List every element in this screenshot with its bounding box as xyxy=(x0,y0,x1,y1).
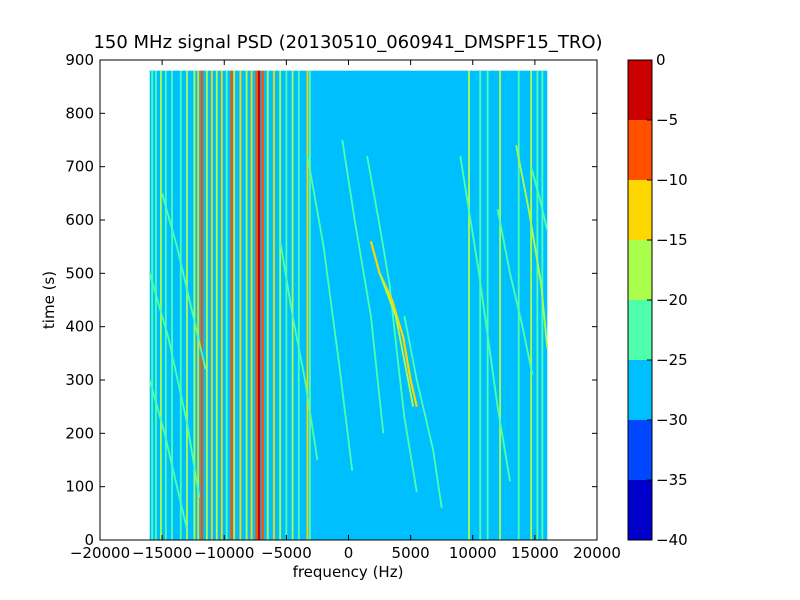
y-tick-label-4: 400 xyxy=(65,318,94,336)
signal-line-24 xyxy=(273,70,275,540)
doppler-curve-3 xyxy=(279,241,319,461)
doppler-curve-4 xyxy=(306,155,354,471)
signal-line-14 xyxy=(225,70,228,540)
x-tick-label-6: 10000 xyxy=(449,544,497,562)
signal-line-25 xyxy=(279,70,282,540)
signal-line-20 xyxy=(255,70,258,540)
colorbar-tick-label-7: −35 xyxy=(656,471,688,489)
doppler-curve-13 xyxy=(530,166,549,231)
y-tick-label-6: 600 xyxy=(65,211,94,229)
signal-line-1 xyxy=(155,70,157,540)
y-tick-label-7: 700 xyxy=(65,158,94,176)
signal-line-37 xyxy=(536,70,539,540)
colorbar-swatch-5 xyxy=(628,180,652,240)
doppler-curve-1 xyxy=(148,379,188,530)
signal-line-10 xyxy=(205,70,208,540)
colorbar-tick-label-4: −20 xyxy=(656,291,688,309)
signal-line-18 xyxy=(245,70,248,540)
signal-line-11 xyxy=(210,70,213,540)
signal-line-28 xyxy=(297,70,300,540)
signal-line-27 xyxy=(291,70,294,540)
signal-line-9 xyxy=(200,70,204,540)
signal-line-2 xyxy=(159,70,162,540)
doppler-curve-11 xyxy=(496,209,534,375)
signal-line-21 xyxy=(257,70,261,540)
doppler-curve-6 xyxy=(366,155,418,493)
doppler-curve-5 xyxy=(341,139,385,434)
signal-line-4 xyxy=(171,70,173,540)
colorbar-swatch-4 xyxy=(628,240,652,300)
colorbar-tick-label-3: −15 xyxy=(656,231,688,249)
x-tick-label-8: 20000 xyxy=(573,544,621,562)
colorbar-swatch-0 xyxy=(628,480,652,540)
colorbar-tick-label-5: −25 xyxy=(656,351,688,369)
signal-line-0 xyxy=(151,70,154,540)
signal-line-26 xyxy=(285,70,288,540)
signal-line-36 xyxy=(530,70,533,540)
x-tick-label-0: −20000 xyxy=(70,544,130,562)
signal-line-6 xyxy=(186,70,188,540)
signal-line-13 xyxy=(220,70,223,540)
signal-line-30 xyxy=(309,70,311,540)
signal-line-35 xyxy=(517,70,520,540)
colorbar-tick-label-2: −10 xyxy=(656,171,688,189)
x-tick-label-7: 15000 xyxy=(511,544,559,562)
colorbar-tick-label-1: −5 xyxy=(656,111,678,129)
y-tick-label-0: 0 xyxy=(84,531,94,549)
signal-line-15 xyxy=(230,70,233,540)
signal-line-3 xyxy=(164,70,167,540)
x-tick-label-1: −15000 xyxy=(132,544,192,562)
x-tick-label-2: −10000 xyxy=(194,544,254,562)
doppler-curve-8 xyxy=(378,272,414,407)
y-axis-label: time (s) xyxy=(40,271,58,329)
signal-line-19 xyxy=(250,70,253,540)
x-tick-label-5: 5000 xyxy=(392,544,430,562)
y-tick-label-9: 900 xyxy=(65,51,94,69)
doppler-curve-9 xyxy=(403,315,443,509)
y-tick-label-8: 800 xyxy=(65,104,94,122)
y-tick-label-3: 300 xyxy=(65,371,94,389)
y-tick-label-2: 200 xyxy=(65,424,94,442)
colorbar: 0 −5 −10 −15 −20 −25 −30 −35 −40 xyxy=(627,51,688,549)
x-tick-label-4: 0 xyxy=(344,544,354,562)
y-axis: 0 100 200 300 400 500 600 700 800 900 xyxy=(65,51,597,549)
signal-line-12 xyxy=(215,70,218,540)
doppler-curve-7 xyxy=(369,241,418,407)
x-axis: −20000 −15000 −10000 −5000 0 5000 10000 15000 20… xyxy=(70,60,621,562)
signal-line-16 xyxy=(233,70,236,540)
heatmap-layer xyxy=(148,70,549,540)
chart-title: 150 MHz signal PSD (20130510_060941_DMSP… xyxy=(93,32,602,53)
colorbar-tick-label-6: −30 xyxy=(656,411,688,429)
x-axis-label: frequency (Hz) xyxy=(293,563,404,581)
signal-line-17 xyxy=(239,70,242,540)
doppler-curve-12 xyxy=(515,145,549,349)
doppler-curve-10 xyxy=(459,155,511,482)
signal-line-32 xyxy=(479,70,482,540)
colorbar-tick-label-0: 0 xyxy=(656,51,666,69)
signal-line-33 xyxy=(486,70,489,540)
y-tick-label-1: 100 xyxy=(65,478,94,496)
signal-line-23 xyxy=(266,70,269,540)
colorbar-tick-label-8: −40 xyxy=(656,531,688,549)
signal-line-7 xyxy=(193,70,196,540)
doppler-curve-2 xyxy=(161,193,207,370)
signal-line-22 xyxy=(261,70,264,540)
colorbar-swatch-1 xyxy=(628,420,652,480)
colorbar-swatch-7 xyxy=(628,60,652,120)
colorbar-swatch-3 xyxy=(628,300,652,360)
doppler-curve-0 xyxy=(148,273,201,498)
signal-line-31 xyxy=(468,70,470,540)
signal-line-8 xyxy=(197,70,200,540)
x-tick-label-3: −5000 xyxy=(261,544,312,562)
y-tick-label-5: 500 xyxy=(65,264,94,282)
signal-line-5 xyxy=(179,70,182,540)
signal-line-34 xyxy=(499,70,501,540)
signal-line-29 xyxy=(306,70,309,540)
colorbar-swatch-6 xyxy=(628,120,652,180)
colorbar-swatch-2 xyxy=(628,360,652,420)
